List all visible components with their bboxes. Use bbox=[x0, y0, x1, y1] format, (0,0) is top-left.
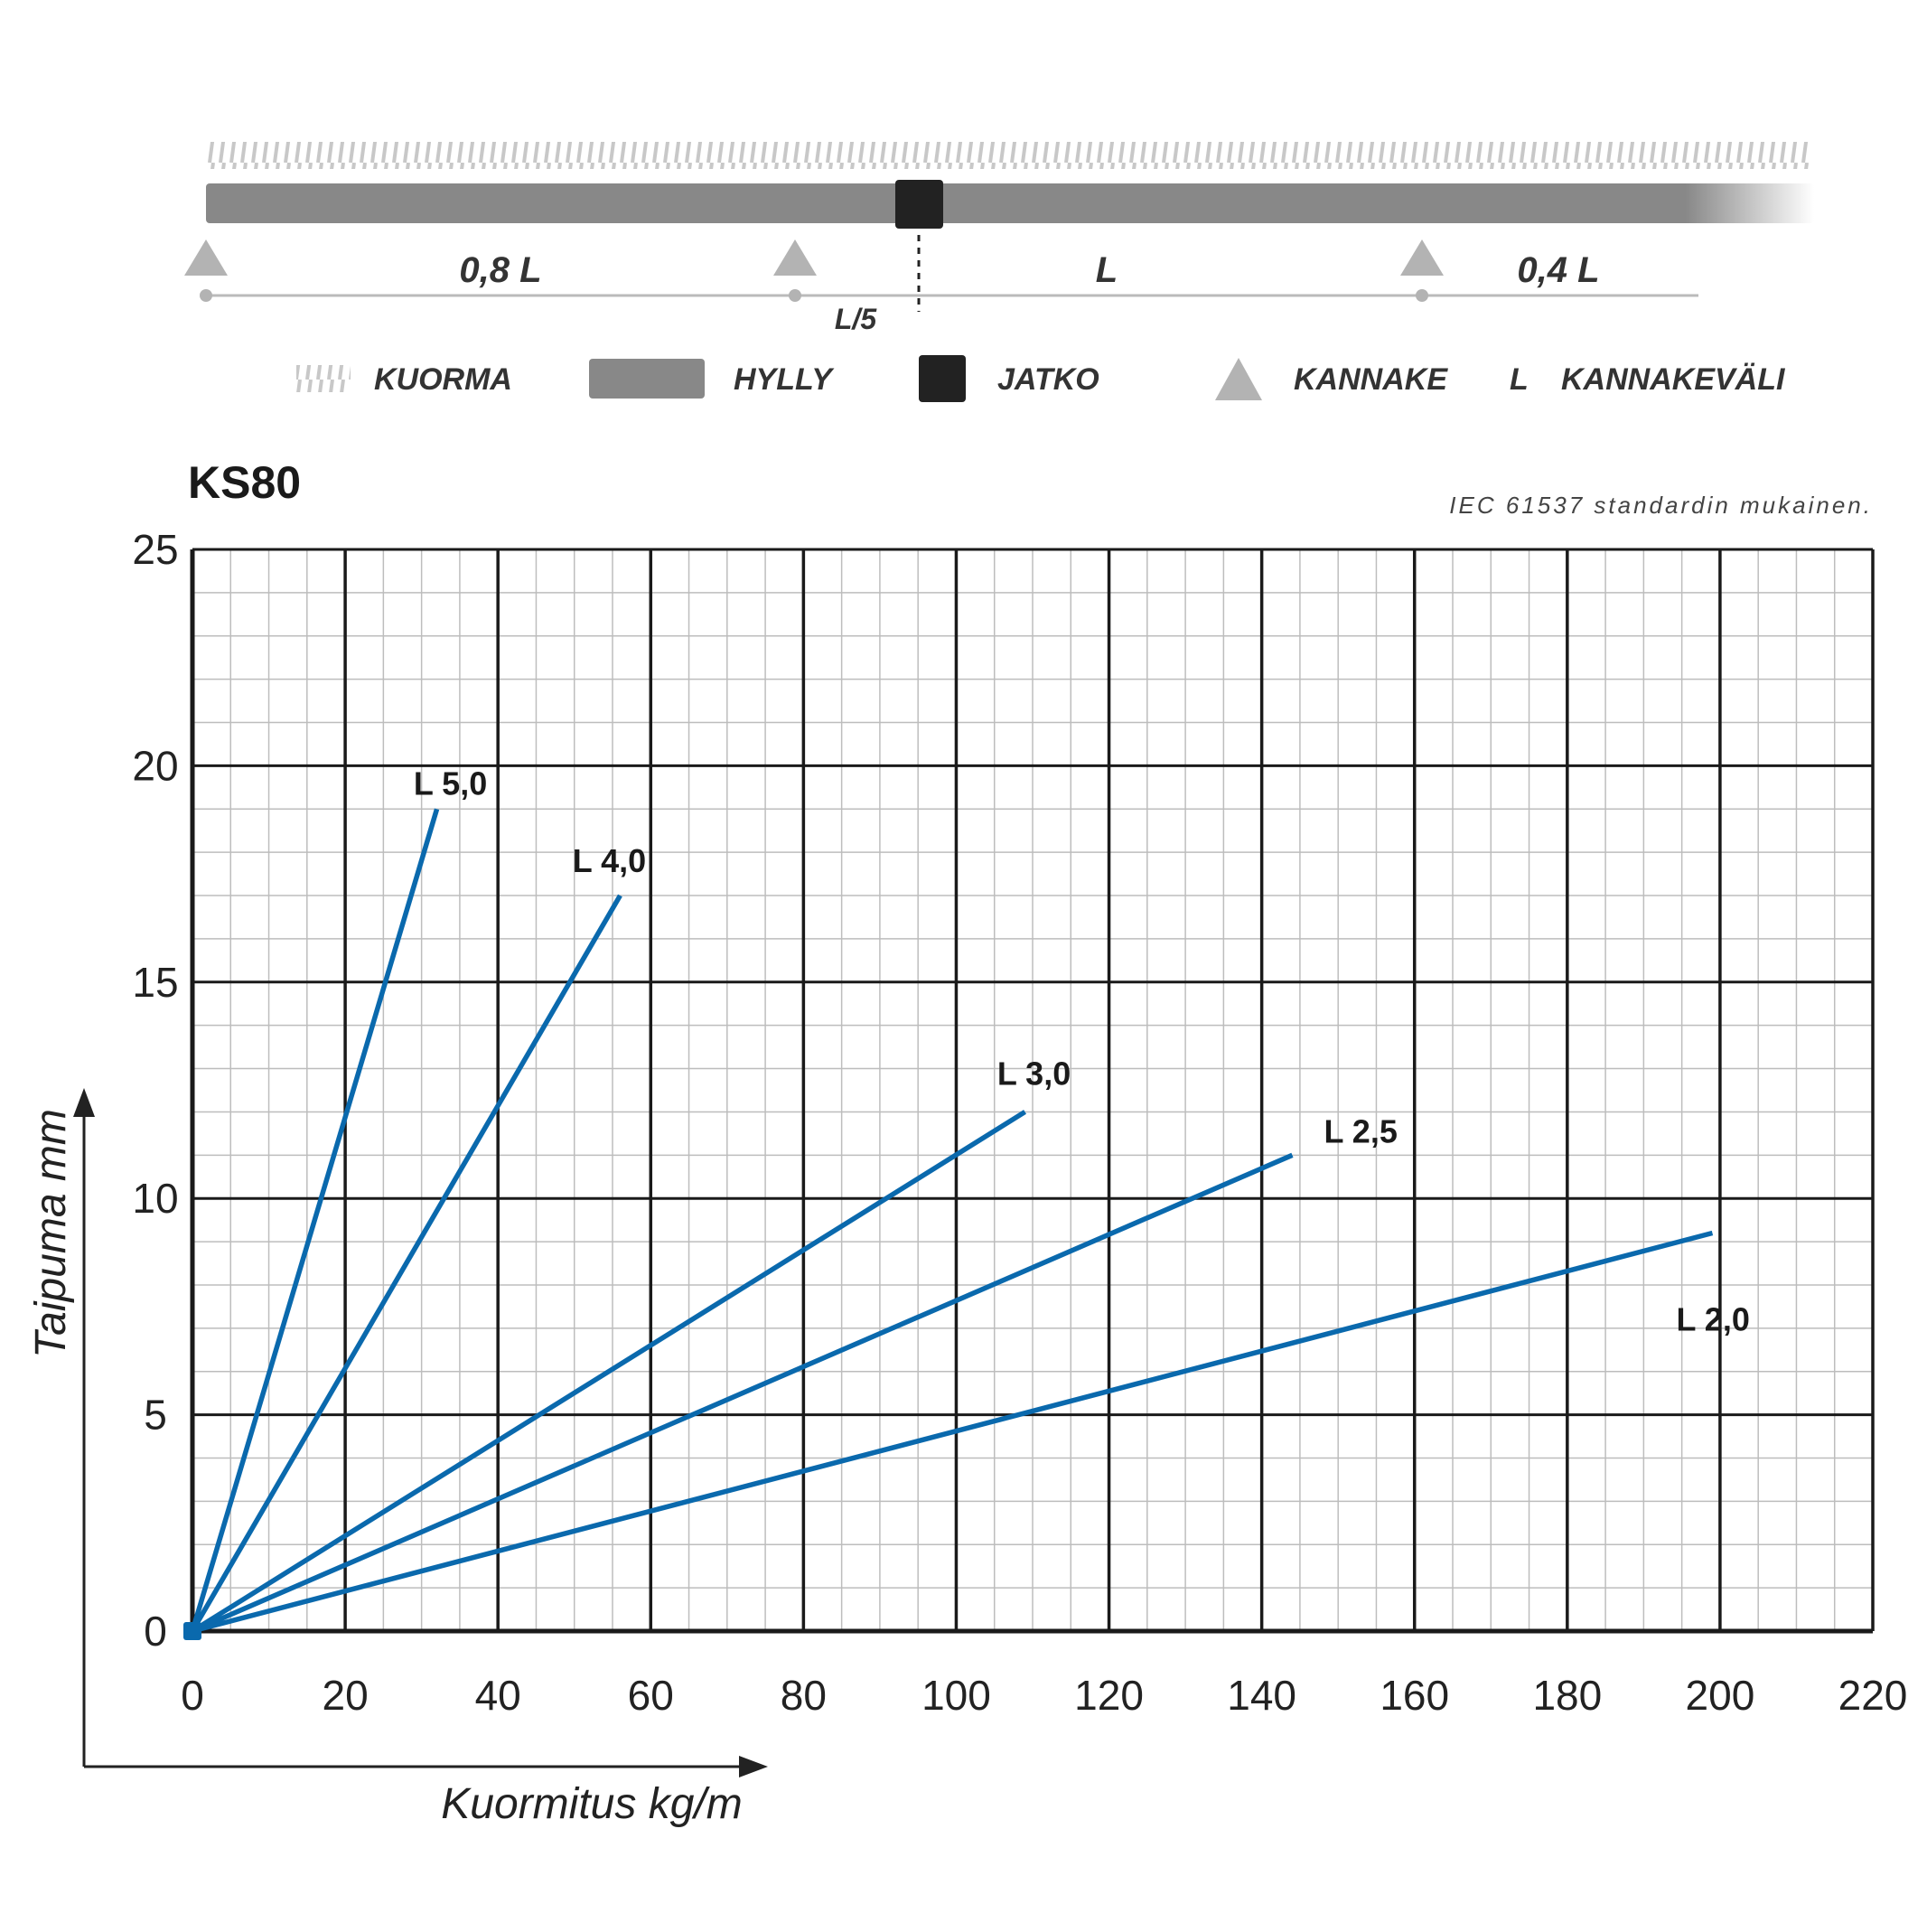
plot-series bbox=[183, 808, 1714, 1640]
series-line bbox=[190, 808, 440, 1632]
span-node bbox=[1416, 289, 1428, 302]
x-tick-label: 200 bbox=[1686, 1672, 1755, 1719]
support-legend-icon bbox=[1215, 358, 1262, 400]
x-tick-label: 180 bbox=[1532, 1672, 1602, 1719]
mounting-diagram: 0,8 L L 0,4 L L/5 bbox=[184, 142, 1814, 335]
support-icon bbox=[184, 239, 228, 276]
y-tick-label: 10 bbox=[132, 1175, 178, 1222]
x-tick-label: 20 bbox=[323, 1672, 369, 1719]
joint-block bbox=[895, 180, 943, 229]
y-tick-label: 0 bbox=[144, 1608, 167, 1655]
load-legend-icon bbox=[296, 365, 351, 392]
y-tick-label: 25 bbox=[132, 526, 178, 573]
shelf-bar bbox=[206, 183, 1814, 223]
plot-grid bbox=[190, 548, 1875, 1634]
x-tick-label: 140 bbox=[1227, 1672, 1296, 1719]
span-label-0: 0,8 L bbox=[459, 250, 541, 290]
chart-title: KS80 bbox=[188, 457, 301, 508]
x-tick-label: 100 bbox=[921, 1672, 991, 1719]
x-tick-label: 0 bbox=[181, 1672, 204, 1719]
y-axis-title: Taipuma mm bbox=[27, 1109, 75, 1358]
series-line bbox=[191, 1152, 1294, 1634]
series-label: L 5,0 bbox=[414, 764, 487, 802]
x-tick-label: 220 bbox=[1838, 1672, 1908, 1719]
joint-legend-icon bbox=[919, 355, 966, 402]
support-icon bbox=[773, 239, 817, 276]
x-axis-arrowhead bbox=[739, 1756, 768, 1777]
origin-marker bbox=[183, 1622, 201, 1640]
x-tick-labels: 0 20 40 60 80 100 120 140 160 180 200 220 bbox=[181, 1672, 1907, 1719]
span-label-1: L bbox=[1096, 250, 1118, 290]
y-tick-label: 15 bbox=[132, 959, 178, 1006]
span-node bbox=[200, 289, 212, 302]
legend: KUORMA HYLLY JATKO KANNAKE L KANNAKEVÄLI bbox=[296, 355, 1786, 402]
x-tick-label: 80 bbox=[781, 1672, 827, 1719]
span-node bbox=[789, 289, 801, 302]
series-label: L 2,5 bbox=[1324, 1112, 1397, 1149]
legend-joint-label: JATKO bbox=[997, 362, 1099, 397]
standard-note: IEC 61537 standardin mukainen. bbox=[1449, 492, 1873, 519]
legend-span-symbol: L bbox=[1510, 362, 1529, 397]
y-tick-label: 20 bbox=[132, 742, 178, 789]
y-axis-arrowhead bbox=[73, 1088, 95, 1117]
series-labels: L 5,0 L 4,0 L 3,0 L 2,5 L 2,0 bbox=[414, 764, 1750, 1337]
load-hatch bbox=[206, 142, 1810, 169]
y-tick-labels: 0 5 10 15 20 25 bbox=[132, 526, 178, 1655]
legend-span-label: KANNAKEVÄLI bbox=[1561, 362, 1786, 397]
legend-shelf-label: HYLLY bbox=[734, 362, 835, 397]
series-line bbox=[192, 1230, 1714, 1634]
x-tick-label: 120 bbox=[1074, 1672, 1144, 1719]
x-tick-label: 160 bbox=[1380, 1672, 1449, 1719]
axis-arrows bbox=[73, 1088, 768, 1777]
y-tick-label: 5 bbox=[144, 1392, 167, 1439]
series-label: L 4,0 bbox=[573, 842, 646, 879]
x-tick-label: 40 bbox=[475, 1672, 521, 1719]
span-label-2: 0,4 L bbox=[1517, 250, 1599, 290]
series-line bbox=[191, 1110, 1027, 1634]
legend-support-label: KANNAKE bbox=[1294, 362, 1448, 397]
series-label: L 3,0 bbox=[997, 1055, 1071, 1092]
series-label: L 2,0 bbox=[1676, 1301, 1749, 1338]
support-icon bbox=[1400, 239, 1444, 276]
x-axis-title: Kuormitus kg/m bbox=[441, 1780, 742, 1828]
offset-label: L/5 bbox=[835, 303, 877, 335]
x-tick-label: 60 bbox=[628, 1672, 674, 1719]
legend-load-label: KUORMA bbox=[374, 362, 512, 397]
series-line bbox=[190, 894, 622, 1633]
shelf-legend-icon bbox=[589, 359, 705, 399]
